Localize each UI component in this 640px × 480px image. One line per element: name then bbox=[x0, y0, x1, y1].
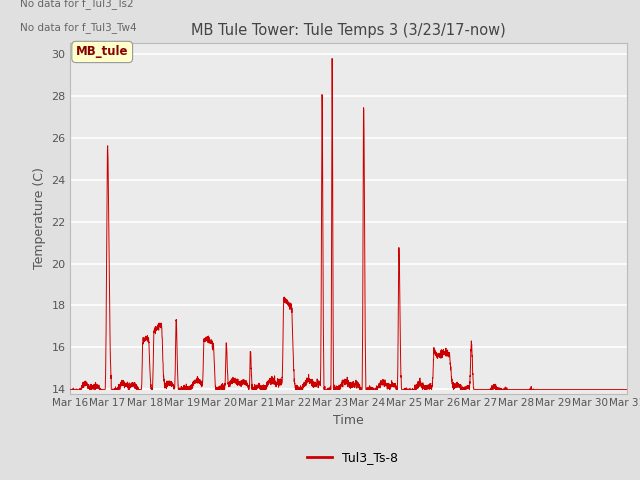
Legend: Tul3_Ts-8: Tul3_Ts-8 bbox=[301, 446, 403, 469]
Title: MB Tule Tower: Tule Temps 3 (3/23/17-now): MB Tule Tower: Tule Temps 3 (3/23/17-now… bbox=[191, 23, 506, 38]
Text: No data for f_Tul3_Tw4: No data for f_Tul3_Tw4 bbox=[20, 22, 137, 33]
X-axis label: Time: Time bbox=[333, 414, 364, 427]
Text: No data for f_Tul3_Ts2: No data for f_Tul3_Ts2 bbox=[20, 0, 134, 9]
Y-axis label: Temperature (C): Temperature (C) bbox=[33, 168, 45, 269]
Text: MB_tule: MB_tule bbox=[76, 46, 129, 59]
